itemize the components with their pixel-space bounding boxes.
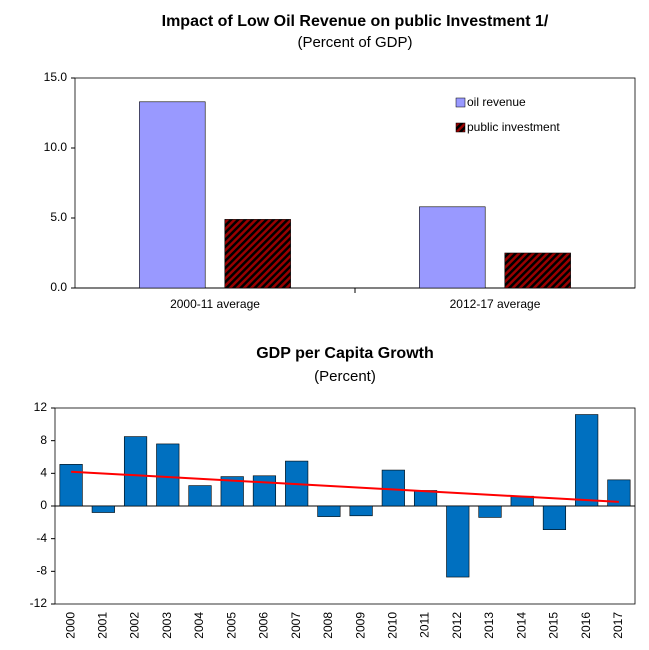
- bar: [504, 252, 571, 289]
- chart-title: GDP per Capita Growth: [256, 345, 434, 362]
- x-tick-label: 2013: [482, 612, 496, 639]
- bar: [413, 490, 438, 507]
- x-tick-label: 2002: [128, 612, 142, 639]
- bar: [156, 443, 180, 507]
- bar: [575, 414, 599, 507]
- bar: [59, 464, 83, 507]
- y-tick-label: -12: [30, 596, 48, 610]
- y-tick-label: 8: [40, 433, 47, 447]
- legend-swatch: [455, 97, 466, 108]
- x-tick-label: 2004: [192, 612, 206, 639]
- x-tick-label: 2001: [96, 612, 110, 639]
- bar: [123, 436, 148, 507]
- bar: [478, 505, 502, 518]
- x-tick-label: 2007: [289, 612, 303, 639]
- bar: [381, 469, 405, 507]
- x-tick-label: 2010: [386, 612, 400, 639]
- x-tick-label: 2016: [579, 612, 593, 639]
- x-tick-label: 2000: [63, 612, 77, 639]
- x-tick-label: 2012-17 average: [450, 297, 541, 311]
- bar: [252, 475, 277, 507]
- x-tick-label: 2015: [547, 612, 561, 639]
- bar: [607, 479, 631, 507]
- y-tick-label: 4: [40, 466, 47, 480]
- bar: [542, 505, 567, 530]
- bar: [349, 505, 373, 517]
- bar: [419, 206, 486, 289]
- chart-title: Impact of Low Oil Revenue on public Inve…: [162, 13, 549, 30]
- x-tick-label: 2012: [450, 612, 464, 639]
- x-tick-label: 2006: [257, 612, 271, 639]
- bar: [139, 101, 206, 289]
- bar: [188, 485, 212, 507]
- legend-swatch: [455, 122, 466, 133]
- bar: [224, 219, 291, 289]
- x-tick-label: 2005: [224, 612, 238, 639]
- y-tick-label: 10.0: [44, 140, 68, 154]
- bar: [317, 505, 341, 517]
- chart-subtitle: (Percent): [314, 368, 376, 385]
- bar: [446, 505, 470, 578]
- x-tick-label: 2011: [418, 612, 432, 638]
- y-tick-label: 12: [34, 400, 48, 414]
- trend-line: [71, 470, 619, 503]
- y-tick-label: 15.0: [44, 70, 68, 84]
- x-tick-label: 2009: [353, 612, 367, 639]
- x-tick-label: 2014: [514, 612, 528, 639]
- chart-subtitle: (Percent of GDP): [297, 34, 412, 51]
- legend-label: oil revenue: [467, 95, 526, 109]
- y-tick-label: 0: [40, 498, 47, 512]
- y-tick-label: 5.0: [50, 210, 67, 224]
- y-tick-label: -4: [36, 531, 47, 545]
- x-tick-label: 2008: [321, 612, 335, 639]
- x-tick-label: 2003: [160, 612, 174, 639]
- y-tick-label: -8: [36, 564, 47, 578]
- bar: [220, 476, 244, 507]
- bar: [91, 505, 115, 513]
- x-tick-label: 2017: [611, 612, 625, 639]
- legend-label: public investment: [467, 120, 560, 134]
- x-tick-label: 2000-11 average: [170, 297, 260, 311]
- y-tick-label: 0.0: [50, 280, 67, 294]
